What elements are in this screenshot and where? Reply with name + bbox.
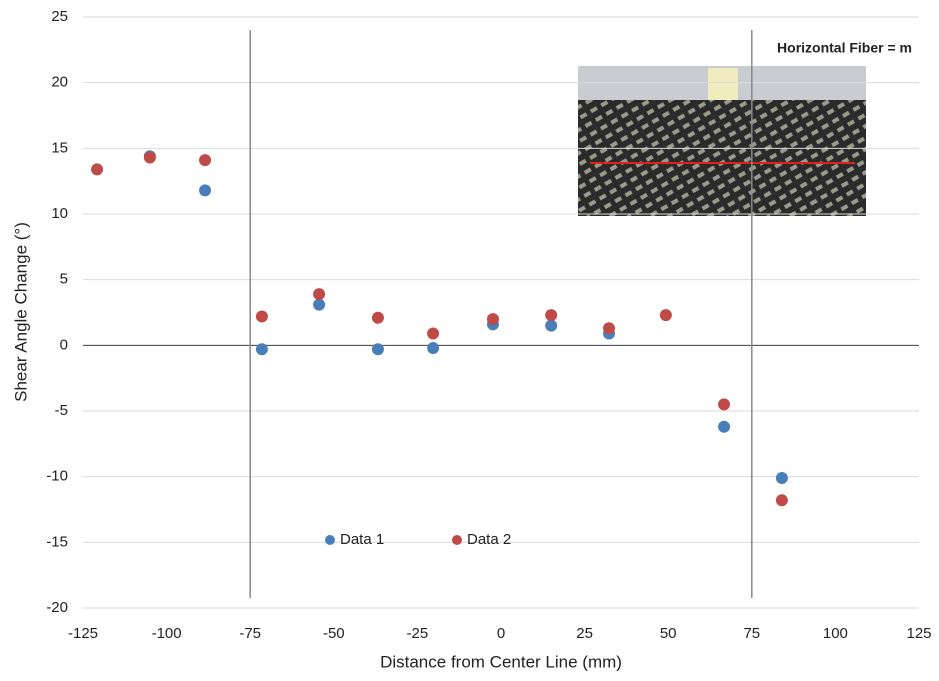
x-tick-label: -100 bbox=[152, 625, 182, 642]
y-tick-label: 5 bbox=[60, 271, 68, 288]
inset-photo bbox=[578, 66, 866, 216]
point bbox=[255, 343, 268, 356]
y-tick-label: 20 bbox=[51, 74, 68, 91]
y-tick-label: 25 bbox=[51, 8, 68, 25]
point bbox=[427, 341, 440, 354]
legend-label: Data 2 bbox=[467, 531, 511, 548]
x-axis-title: Distance from Center Line (mm) bbox=[380, 652, 622, 671]
point bbox=[545, 309, 558, 322]
point bbox=[718, 420, 731, 433]
x-tick-label: -75 bbox=[239, 625, 261, 642]
x-tick-label: 125 bbox=[906, 625, 931, 642]
point bbox=[718, 398, 731, 411]
legend-marker bbox=[325, 535, 335, 545]
point bbox=[371, 311, 384, 324]
point bbox=[199, 154, 212, 167]
legend-label: Data 1 bbox=[340, 531, 384, 548]
x-tick-label: -25 bbox=[407, 625, 429, 642]
y-axis-title: Shear Angle Change (°) bbox=[11, 222, 30, 402]
point bbox=[603, 322, 616, 335]
x-tick-label: 75 bbox=[743, 625, 760, 642]
legend-marker bbox=[452, 535, 462, 545]
y-tick-label: -15 bbox=[46, 533, 68, 550]
y-tick-label: 0 bbox=[60, 336, 68, 353]
x-tick-label: 25 bbox=[576, 625, 593, 642]
point bbox=[255, 310, 268, 323]
point bbox=[659, 309, 672, 322]
y-tick-label: 10 bbox=[51, 205, 68, 222]
point bbox=[313, 298, 326, 311]
point bbox=[427, 327, 440, 340]
x-tick-label: 100 bbox=[823, 625, 848, 642]
x-tick-label: -125 bbox=[68, 625, 98, 642]
point bbox=[313, 288, 326, 301]
point bbox=[775, 494, 788, 507]
x-tick-label: 50 bbox=[660, 625, 677, 642]
point bbox=[143, 151, 156, 164]
point bbox=[371, 343, 384, 356]
y-tick-label: -10 bbox=[46, 468, 68, 485]
point bbox=[199, 184, 212, 197]
y-tick-label: 15 bbox=[51, 139, 68, 156]
y-tick-label: -20 bbox=[46, 599, 68, 616]
point bbox=[486, 313, 499, 326]
y-tick-label: -5 bbox=[55, 402, 68, 419]
annotation: Horizontal Fiber = m bbox=[777, 40, 912, 56]
point bbox=[775, 471, 788, 484]
point bbox=[545, 319, 558, 332]
x-tick-label: -50 bbox=[323, 625, 345, 642]
point bbox=[91, 163, 104, 176]
x-tick-label: 0 bbox=[497, 625, 505, 642]
